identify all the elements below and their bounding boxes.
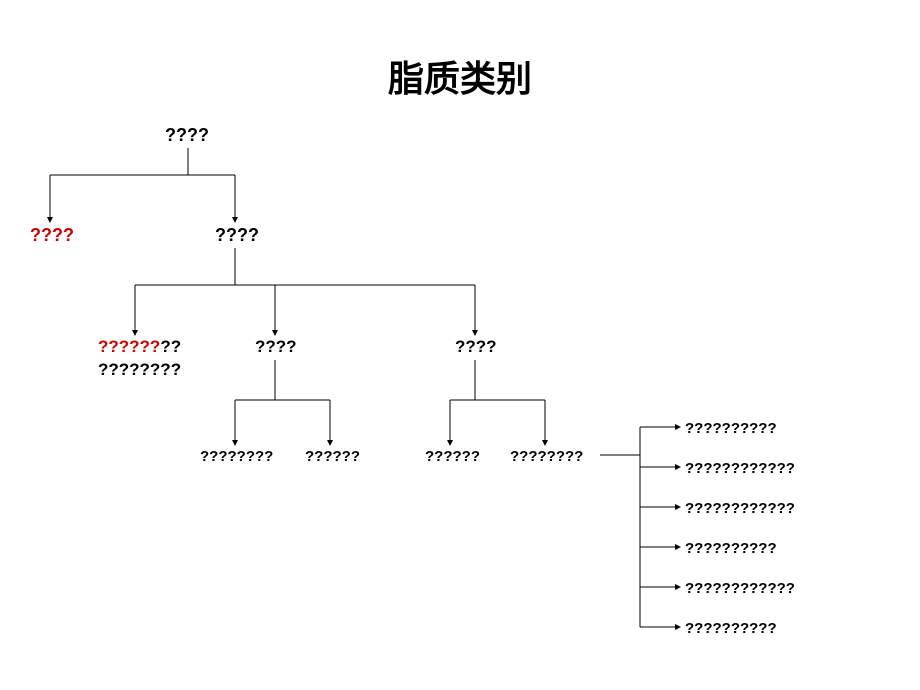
node-l3c: ?????? — [425, 448, 480, 465]
node-root: ???? — [165, 125, 209, 146]
node-l2b: ???? — [255, 337, 297, 357]
node-r1: ?????????? — [685, 420, 777, 437]
node-l2a: ???????? — [98, 337, 181, 357]
node-l1a-highlight: ???? — [30, 225, 74, 245]
node-r2: ???????????? — [685, 460, 795, 477]
diagram-title: 脂质类别 — [0, 50, 920, 102]
node-r4: ?????????? — [685, 540, 777, 557]
node-l3d: ???????? — [510, 448, 583, 465]
node-l2c: ???? — [455, 337, 497, 357]
node-r6: ?????????? — [685, 620, 777, 637]
node-l3b: ?????? — [305, 448, 360, 465]
node-l3a: ???????? — [200, 448, 273, 465]
node-r3: ???????????? — [685, 500, 795, 517]
node-l2a-rest: ?? — [160, 337, 181, 356]
node-l1a: ???? — [30, 225, 74, 246]
node-l2a2: ???????? — [98, 360, 181, 380]
node-l1b: ???? — [215, 225, 259, 246]
node-l2a-highlight: ?????? — [98, 337, 160, 356]
node-r5: ???????????? — [685, 580, 795, 597]
